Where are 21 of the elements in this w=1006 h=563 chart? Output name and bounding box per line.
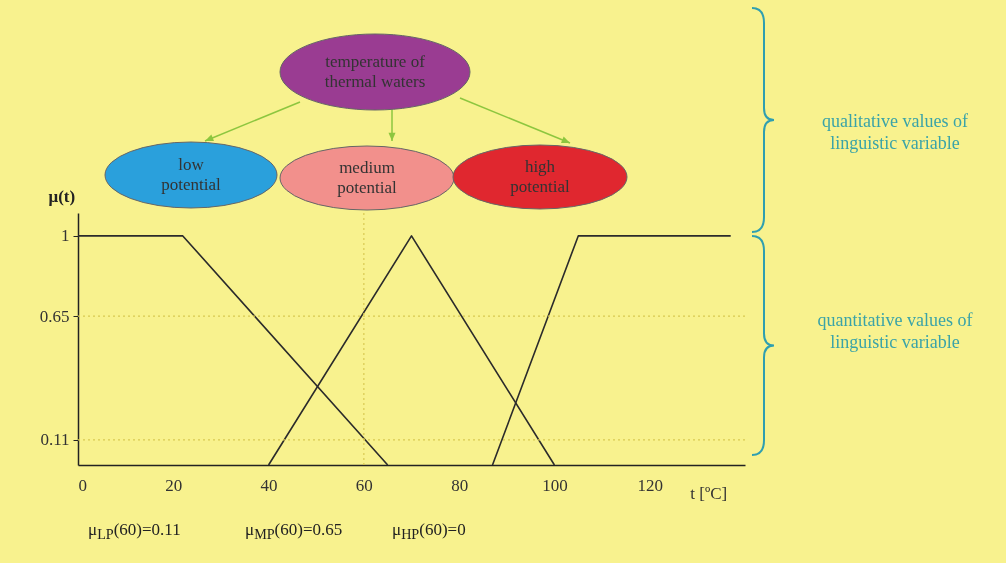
text: quantitative values of linguistic variable: [816, 309, 974, 353]
x-tick-label: 60: [355, 475, 373, 495]
x-tick-label: 100: [542, 475, 568, 495]
x-tick-label: 0: [78, 475, 87, 495]
y-tick-label: 0.65: [39, 306, 70, 326]
y-tick-label: 1: [61, 226, 70, 246]
text: μ$_{HP}$(60)=0: [392, 520, 466, 544]
x-tick-label: 120: [637, 475, 663, 495]
y-tick-label: 0.11: [40, 430, 70, 450]
y-axis-title: μ(t): [48, 186, 76, 206]
text: μ$_{LP}$(60)=0.11: [88, 520, 181, 544]
x-tick-label: 40: [260, 475, 278, 495]
text: temperature of thermal waters: [323, 52, 427, 92]
text: medium potential: [336, 158, 398, 198]
x-tick-label: 80: [451, 475, 469, 495]
x-tick-label: 20: [165, 475, 183, 495]
text: qualitative values of linguistic variable: [821, 110, 969, 154]
text: high potential: [509, 157, 571, 197]
x-axis-title: t [ºC]: [690, 483, 728, 503]
text: μ$_{MP}$(60)=0.65: [245, 520, 343, 544]
text: low potential: [160, 155, 222, 195]
